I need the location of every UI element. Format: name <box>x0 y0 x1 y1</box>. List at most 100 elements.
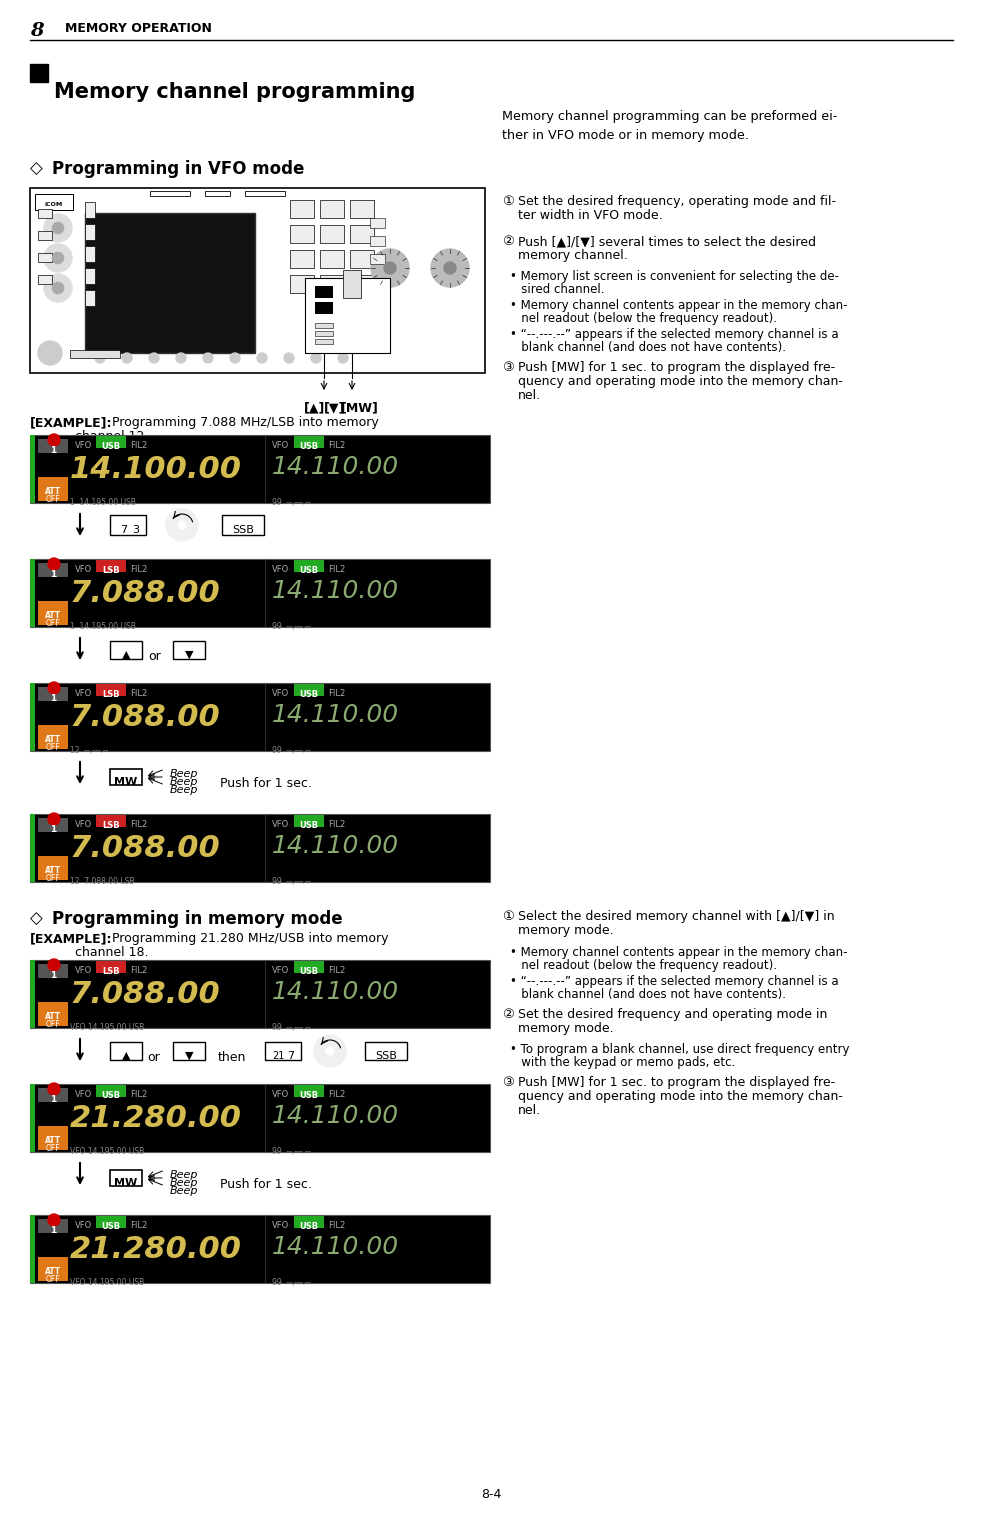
Bar <box>290 275 314 293</box>
Text: 21.280.00: 21.280.00 <box>70 1235 242 1264</box>
Text: Memory channel programming: Memory channel programming <box>54 82 416 102</box>
Text: ATT: ATT <box>45 611 61 620</box>
Text: VFO: VFO <box>75 689 92 698</box>
Bar <box>38 725 68 749</box>
Text: 12  --,---.--: 12 --,---.-- <box>70 746 108 755</box>
Circle shape <box>48 1214 60 1226</box>
Text: ATT: ATT <box>45 736 61 743</box>
Text: ▲: ▲ <box>122 1051 131 1060</box>
Circle shape <box>48 813 60 825</box>
Text: 7.088.00: 7.088.00 <box>70 834 221 863</box>
Text: Programming in VFO mode: Programming in VFO mode <box>52 159 305 177</box>
Text: USB: USB <box>101 1091 121 1100</box>
Bar <box>85 225 95 240</box>
Bar <box>173 1042 205 1060</box>
Text: USB: USB <box>300 566 318 575</box>
Bar <box>38 963 68 978</box>
Text: VFO: VFO <box>272 1091 289 1098</box>
Circle shape <box>203 353 213 363</box>
Text: nel readout (below the frequency readout).: nel readout (below the frequency readout… <box>510 313 777 325</box>
Text: LSB: LSB <box>102 821 120 830</box>
Bar <box>96 435 126 448</box>
Text: VFO: VFO <box>272 689 289 698</box>
Text: ▲: ▲ <box>122 649 131 660</box>
Text: USB: USB <box>300 441 318 451</box>
Text: [▲]: [▲] <box>305 400 325 414</box>
Text: USB: USB <box>300 1091 318 1100</box>
Text: FIL2: FIL2 <box>130 821 147 828</box>
Text: VFO: VFO <box>272 821 289 828</box>
Bar <box>30 64 48 82</box>
Text: • Memory channel contents appear in the memory chan-: • Memory channel contents appear in the … <box>510 299 847 313</box>
Text: FIL2: FIL2 <box>328 821 345 828</box>
Bar <box>315 287 333 297</box>
Bar <box>315 302 333 314</box>
Text: FIL2: FIL2 <box>130 441 147 451</box>
Text: USB: USB <box>300 966 318 975</box>
Bar <box>30 683 35 751</box>
Bar <box>370 253 385 264</box>
Bar <box>30 1085 35 1151</box>
Bar <box>110 642 142 658</box>
Circle shape <box>178 520 186 529</box>
Text: OFF: OFF <box>45 1144 60 1153</box>
Text: VFO 14.195.00 USB: VFO 14.195.00 USB <box>70 1147 145 1156</box>
Bar <box>30 815 35 881</box>
Text: 99  --,---.--: 99 --,---.-- <box>272 1277 311 1286</box>
Bar <box>38 563 68 576</box>
Bar <box>38 818 68 831</box>
Text: memory channel.: memory channel. <box>518 249 628 262</box>
Text: ◇: ◇ <box>30 910 42 928</box>
Bar <box>38 438 68 454</box>
Text: FIL2: FIL2 <box>130 689 147 698</box>
Bar <box>315 331 333 335</box>
Text: nel.: nel. <box>518 1104 541 1117</box>
Circle shape <box>444 262 456 275</box>
Text: Programming in memory mode: Programming in memory mode <box>52 910 343 928</box>
Bar <box>173 642 205 658</box>
Bar <box>38 1003 68 1025</box>
Bar <box>315 323 333 328</box>
Text: VFO: VFO <box>272 441 289 451</box>
Text: memory mode.: memory mode. <box>518 1022 613 1035</box>
Text: ATT: ATT <box>45 1012 61 1021</box>
Bar <box>294 815 324 827</box>
Text: LSB: LSB <box>102 966 120 975</box>
Bar <box>38 1220 68 1233</box>
Text: VFO: VFO <box>272 1221 289 1230</box>
Text: Memory channel programming can be preformed ei-
ther in VFO mode or in memory mo: Memory channel programming can be prefor… <box>502 111 838 143</box>
Circle shape <box>44 244 72 272</box>
Bar <box>30 558 35 627</box>
Text: 1: 1 <box>50 1095 56 1104</box>
Text: VFO: VFO <box>75 821 92 828</box>
Bar <box>290 250 314 269</box>
Bar <box>38 209 52 218</box>
Circle shape <box>52 223 64 234</box>
Bar <box>96 560 126 572</box>
Text: FIL2: FIL2 <box>328 441 345 451</box>
Bar <box>30 435 35 504</box>
Bar <box>110 769 142 784</box>
Bar <box>70 350 120 358</box>
Text: ①: ① <box>502 910 514 922</box>
Text: 99  --,---.--: 99 --,---.-- <box>272 498 311 507</box>
Circle shape <box>326 1047 334 1054</box>
Text: 3: 3 <box>132 525 139 536</box>
Text: 1: 1 <box>50 570 56 579</box>
Text: sired channel.: sired channel. <box>510 284 605 296</box>
Bar <box>265 1042 301 1060</box>
Text: OFF: OFF <box>45 495 60 504</box>
Bar <box>85 269 95 284</box>
Text: ③: ③ <box>502 361 514 375</box>
Text: ③: ③ <box>502 1076 514 1089</box>
Circle shape <box>95 353 105 363</box>
Circle shape <box>44 214 72 243</box>
Bar <box>30 1215 35 1283</box>
Bar <box>150 191 190 196</box>
Bar <box>350 200 374 218</box>
Text: USB: USB <box>300 1223 318 1230</box>
Text: OFF: OFF <box>45 874 60 883</box>
Text: 14.110.00: 14.110.00 <box>272 980 399 1004</box>
Text: Push for 1 sec.: Push for 1 sec. <box>220 1179 312 1191</box>
Text: [EXAMPLE]:: [EXAMPLE]: <box>30 931 112 945</box>
